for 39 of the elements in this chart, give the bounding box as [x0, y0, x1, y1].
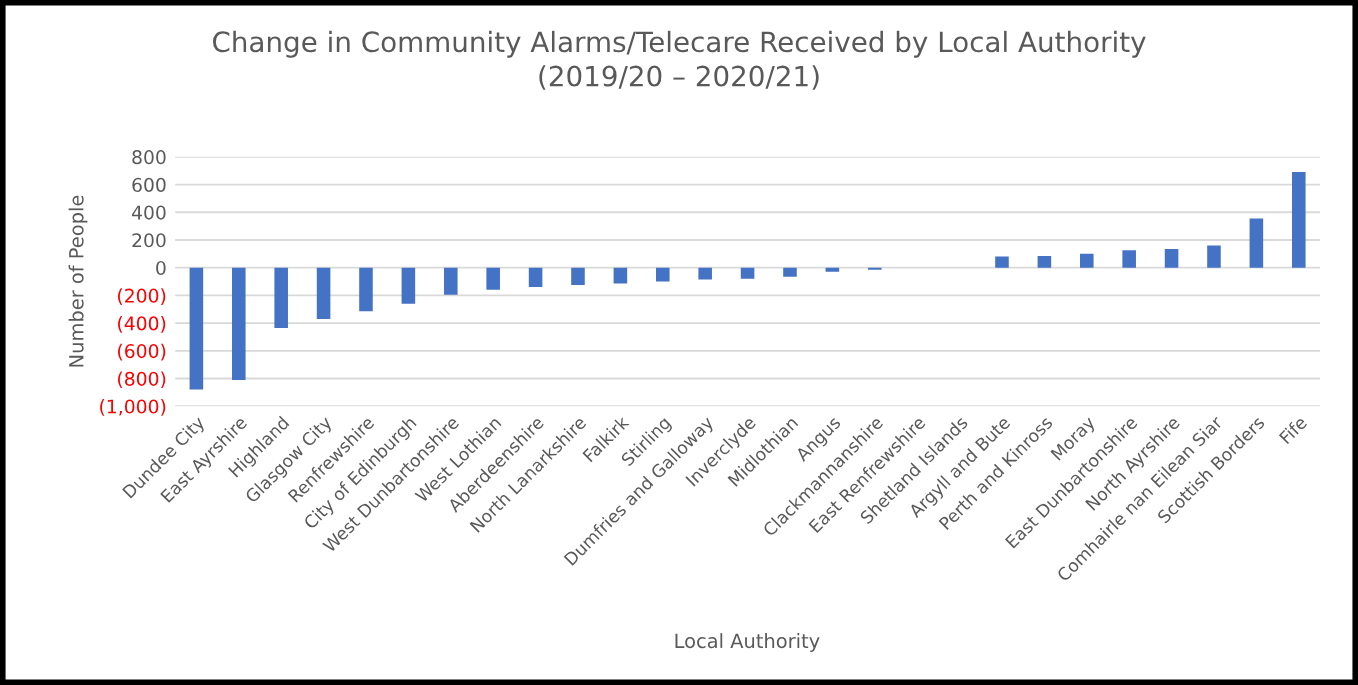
y-axis-title: Number of People	[68, 195, 88, 367]
bar	[1207, 245, 1221, 268]
bar	[274, 267, 288, 328]
x-axis-title: Local Authority	[675, 633, 820, 652]
bar	[698, 267, 712, 280]
bar	[1164, 248, 1179, 268]
bar	[359, 267, 373, 312]
bar	[656, 267, 670, 282]
y-tick-label: 800	[132, 150, 166, 165]
bar	[1291, 172, 1306, 268]
bar	[571, 267, 585, 285]
y-tick-label: (200)	[118, 288, 166, 305]
y-tick-label: 0	[156, 260, 166, 276]
bar	[444, 267, 458, 295]
bar	[995, 256, 1009, 268]
bar	[401, 267, 416, 304]
bar	[783, 267, 797, 277]
y-tick-label: 400	[131, 205, 166, 220]
bar	[316, 267, 331, 319]
bar	[1249, 218, 1264, 268]
bar	[189, 267, 204, 390]
y-tick-label: (400)	[118, 315, 166, 333]
y-tick-label: 200	[132, 233, 166, 248]
bar	[613, 267, 628, 284]
y-tick-label: 600	[132, 177, 166, 192]
bar	[867, 267, 882, 270]
bar	[232, 267, 246, 380]
bar	[528, 267, 543, 288]
y-tick-label: (1,000)	[100, 399, 166, 416]
bar	[1079, 253, 1094, 268]
bar	[740, 267, 755, 279]
bar	[1037, 255, 1052, 268]
bar	[486, 267, 500, 290]
bar	[1122, 250, 1136, 268]
y-tick-label: (800)	[118, 371, 166, 389]
chart-title: Change in Community Alarms/Telecare Received by Local Authority (2019/20 – 2020/21)	[212, 30, 1146, 90]
bar	[825, 267, 840, 272]
x-tick-label: Fife	[1278, 415, 1308, 445]
y-tick-label: (600)	[118, 343, 166, 361]
